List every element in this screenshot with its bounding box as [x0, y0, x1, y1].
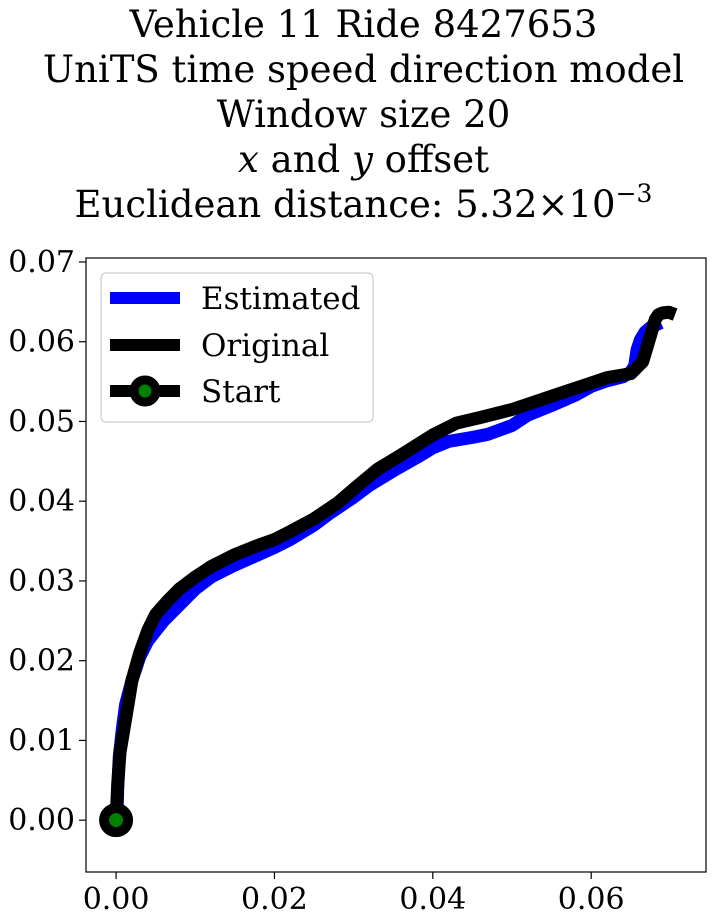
title-and-text: and — [258, 138, 352, 181]
y-tick-label: 0.00 — [8, 803, 75, 838]
legend-marker-start — [129, 375, 161, 407]
marker-layer — [99, 803, 134, 838]
y-tick-label: 0.04 — [8, 484, 75, 519]
title-power-base: 10 — [568, 183, 616, 226]
legend-label-estimated: Estimated — [201, 281, 360, 317]
legend: Estimated Original Start — [100, 272, 374, 423]
y-tick-label: 0.02 — [8, 644, 75, 679]
y-tick-label: 0.05 — [8, 404, 75, 439]
y-tick-label: 0.07 — [8, 245, 75, 280]
title-line-vehicle: Vehicle 11 Ride 8427653 — [129, 3, 598, 46]
legend-box — [100, 272, 374, 423]
y-tick-label: 0.06 — [8, 325, 75, 360]
plot-frame — [85, 257, 707, 873]
x-tick-label: 0.02 — [241, 882, 308, 917]
title-offset-text: offset — [372, 138, 489, 181]
title-power-exponent: −3 — [615, 179, 653, 208]
y-axis: 0.00 0.01 0.02 0.03 0.04 0.05 0.06 0.07 — [8, 245, 86, 838]
title-y-symbol: y — [352, 138, 373, 181]
chart-title: Vehicle 11 Ride 8427653 UniTS time speed… — [0, 2, 727, 227]
title-line-distance: Euclidean distance: 5.32×10−3 — [0, 179, 727, 227]
y-tick-label: 0.01 — [8, 723, 75, 758]
legend-label-original: Original — [201, 328, 329, 364]
title-line-window: Window size 20 — [216, 93, 511, 136]
x-tick-label: 0.00 — [83, 882, 150, 917]
title-line-model: UniTS time speed direction model — [42, 48, 685, 91]
start-marker — [99, 803, 134, 838]
x-tick-label: 0.06 — [558, 882, 625, 917]
title-distance-text: Euclidean distance: 5.32 — [74, 183, 538, 226]
x-axis: 0.00 0.02 0.04 0.06 — [83, 872, 625, 917]
title-x-symbol: x — [238, 138, 259, 181]
title-times-symbol: × — [537, 183, 569, 226]
series-layer — [109, 305, 678, 821]
series-line-original — [109, 305, 678, 821]
title-line-offset: x and y offset — [0, 137, 727, 182]
x-tick-label: 0.04 — [399, 882, 466, 917]
y-tick-label: 0.03 — [8, 564, 75, 599]
legend-label-start: Start — [201, 374, 281, 410]
